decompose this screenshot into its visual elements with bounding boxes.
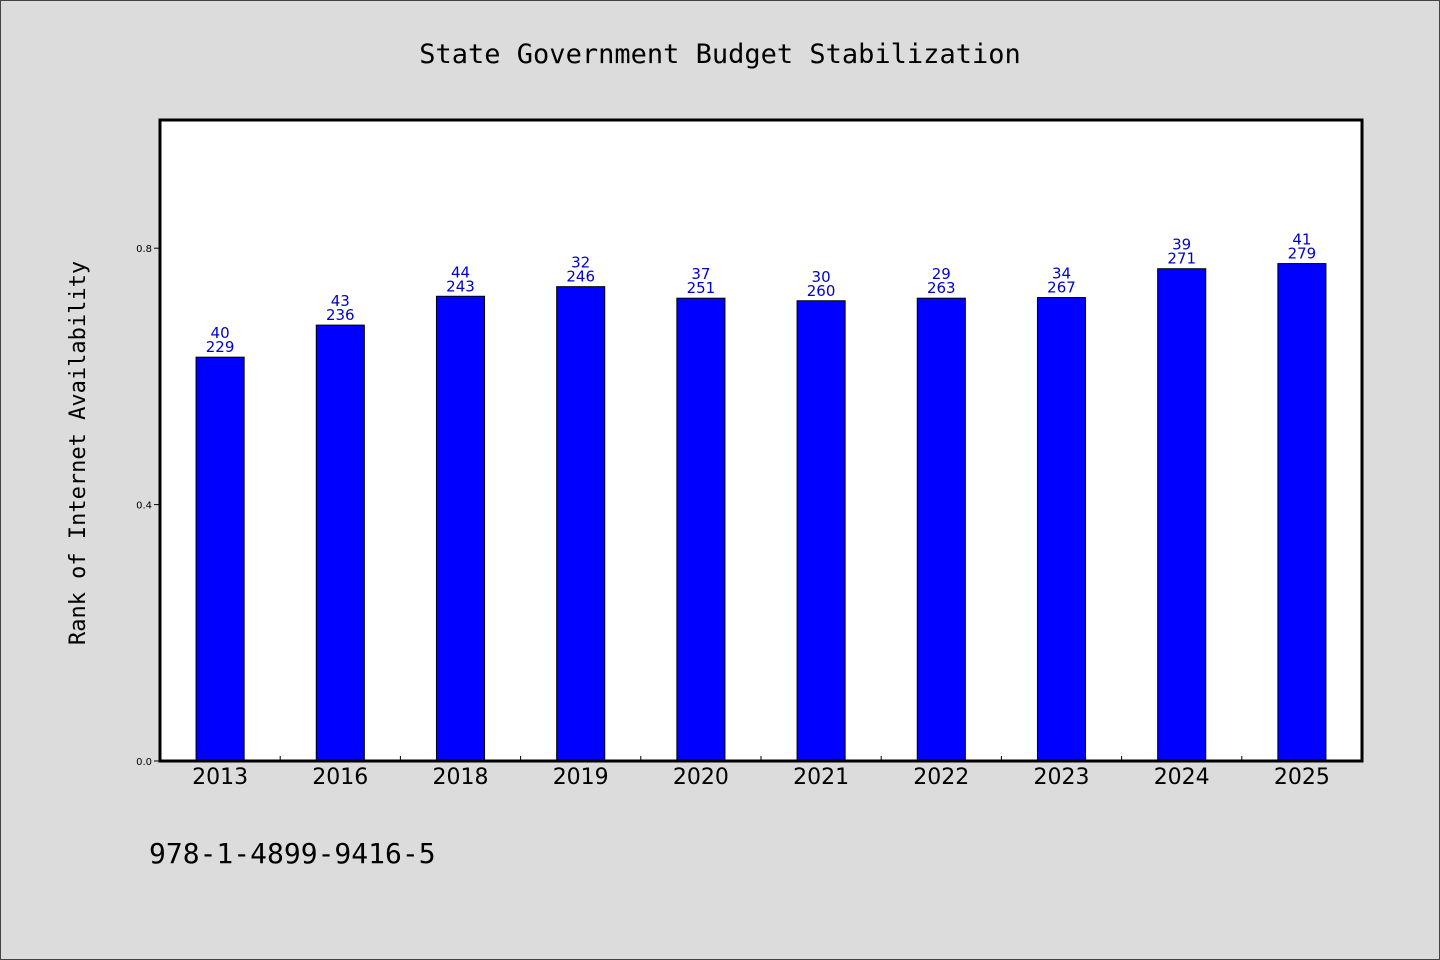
data-label-bottom-2019: 246: [566, 268, 595, 286]
y-axis-label: Rank of Internet Availability: [66, 261, 91, 645]
data-label-top-2024: 39: [1172, 236, 1191, 254]
y-tick-label: 0.4: [136, 501, 152, 512]
x-tick-label-2020: 2020: [673, 765, 729, 790]
x-tick-label-2023: 2023: [1034, 765, 1090, 790]
data-label-top-2016: 43: [331, 292, 350, 310]
bar-2020: [676, 297, 726, 762]
data-label-bottom-2023: 267: [1047, 279, 1076, 297]
bars-layer: [195, 263, 1327, 762]
data-label-top-2018: 44: [451, 263, 470, 281]
x-tick-label-2025: 2025: [1274, 765, 1330, 790]
data-label-bottom-2016: 236: [326, 306, 355, 324]
y-ticks-layer: 0.0 0.4 0.8: [136, 244, 160, 768]
bar-2021: [796, 300, 846, 762]
data-label-bottom-2020: 251: [687, 279, 716, 297]
data-label-bottom-2021: 260: [807, 282, 836, 300]
bar-2025: [1277, 263, 1327, 762]
x-tick-label-2022: 2022: [913, 765, 969, 790]
x-tick-label-2021: 2021: [793, 765, 849, 790]
data-label-bottom-2025: 279: [1288, 245, 1317, 263]
plot-frame: [158, 118, 1364, 763]
bar-2013: [195, 356, 245, 762]
y-tick-label: 0.0: [136, 757, 152, 768]
bar-2024: [1157, 268, 1207, 762]
x-tick-label-2018: 2018: [433, 765, 489, 790]
y-tick-label: 0.8: [136, 244, 152, 255]
data-label-top-2019: 32: [571, 254, 590, 272]
isbn-footer: 978-1-4899-9416-5: [149, 837, 436, 870]
bar-2019: [556, 286, 606, 762]
x-ticks-layer: 2013 2016 2018 2019 2020 2021 2022 2023 2024 2025: [192, 756, 1330, 790]
bar-2022: [916, 297, 966, 762]
x-tick-label-2016: 2016: [312, 765, 368, 790]
data-label-top-2021: 30: [812, 268, 831, 286]
data-label-bottom-2018: 243: [446, 277, 475, 295]
bar-2018: [435, 295, 486, 762]
chart-title: State Government Budget Stabilization: [419, 39, 1020, 70]
data-label-bottom-2024: 271: [1167, 250, 1196, 268]
data-label-top-2013: 40: [211, 324, 230, 342]
data-label-top-2020: 37: [691, 265, 710, 283]
x-tick-label-2013: 2013: [192, 765, 248, 790]
data-label-top-2023: 34: [1052, 265, 1071, 283]
x-tick-label-2019: 2019: [553, 765, 609, 790]
bar-2016: [315, 324, 365, 762]
data-label-top-2022: 29: [932, 265, 951, 283]
data-label-top-2025: 41: [1292, 231, 1311, 249]
data-label-bottom-2022: 263: [927, 279, 956, 297]
data-label-bottom-2013: 229: [206, 338, 235, 356]
bar-2023: [1036, 297, 1087, 762]
x-tick-label-2024: 2024: [1154, 765, 1210, 790]
